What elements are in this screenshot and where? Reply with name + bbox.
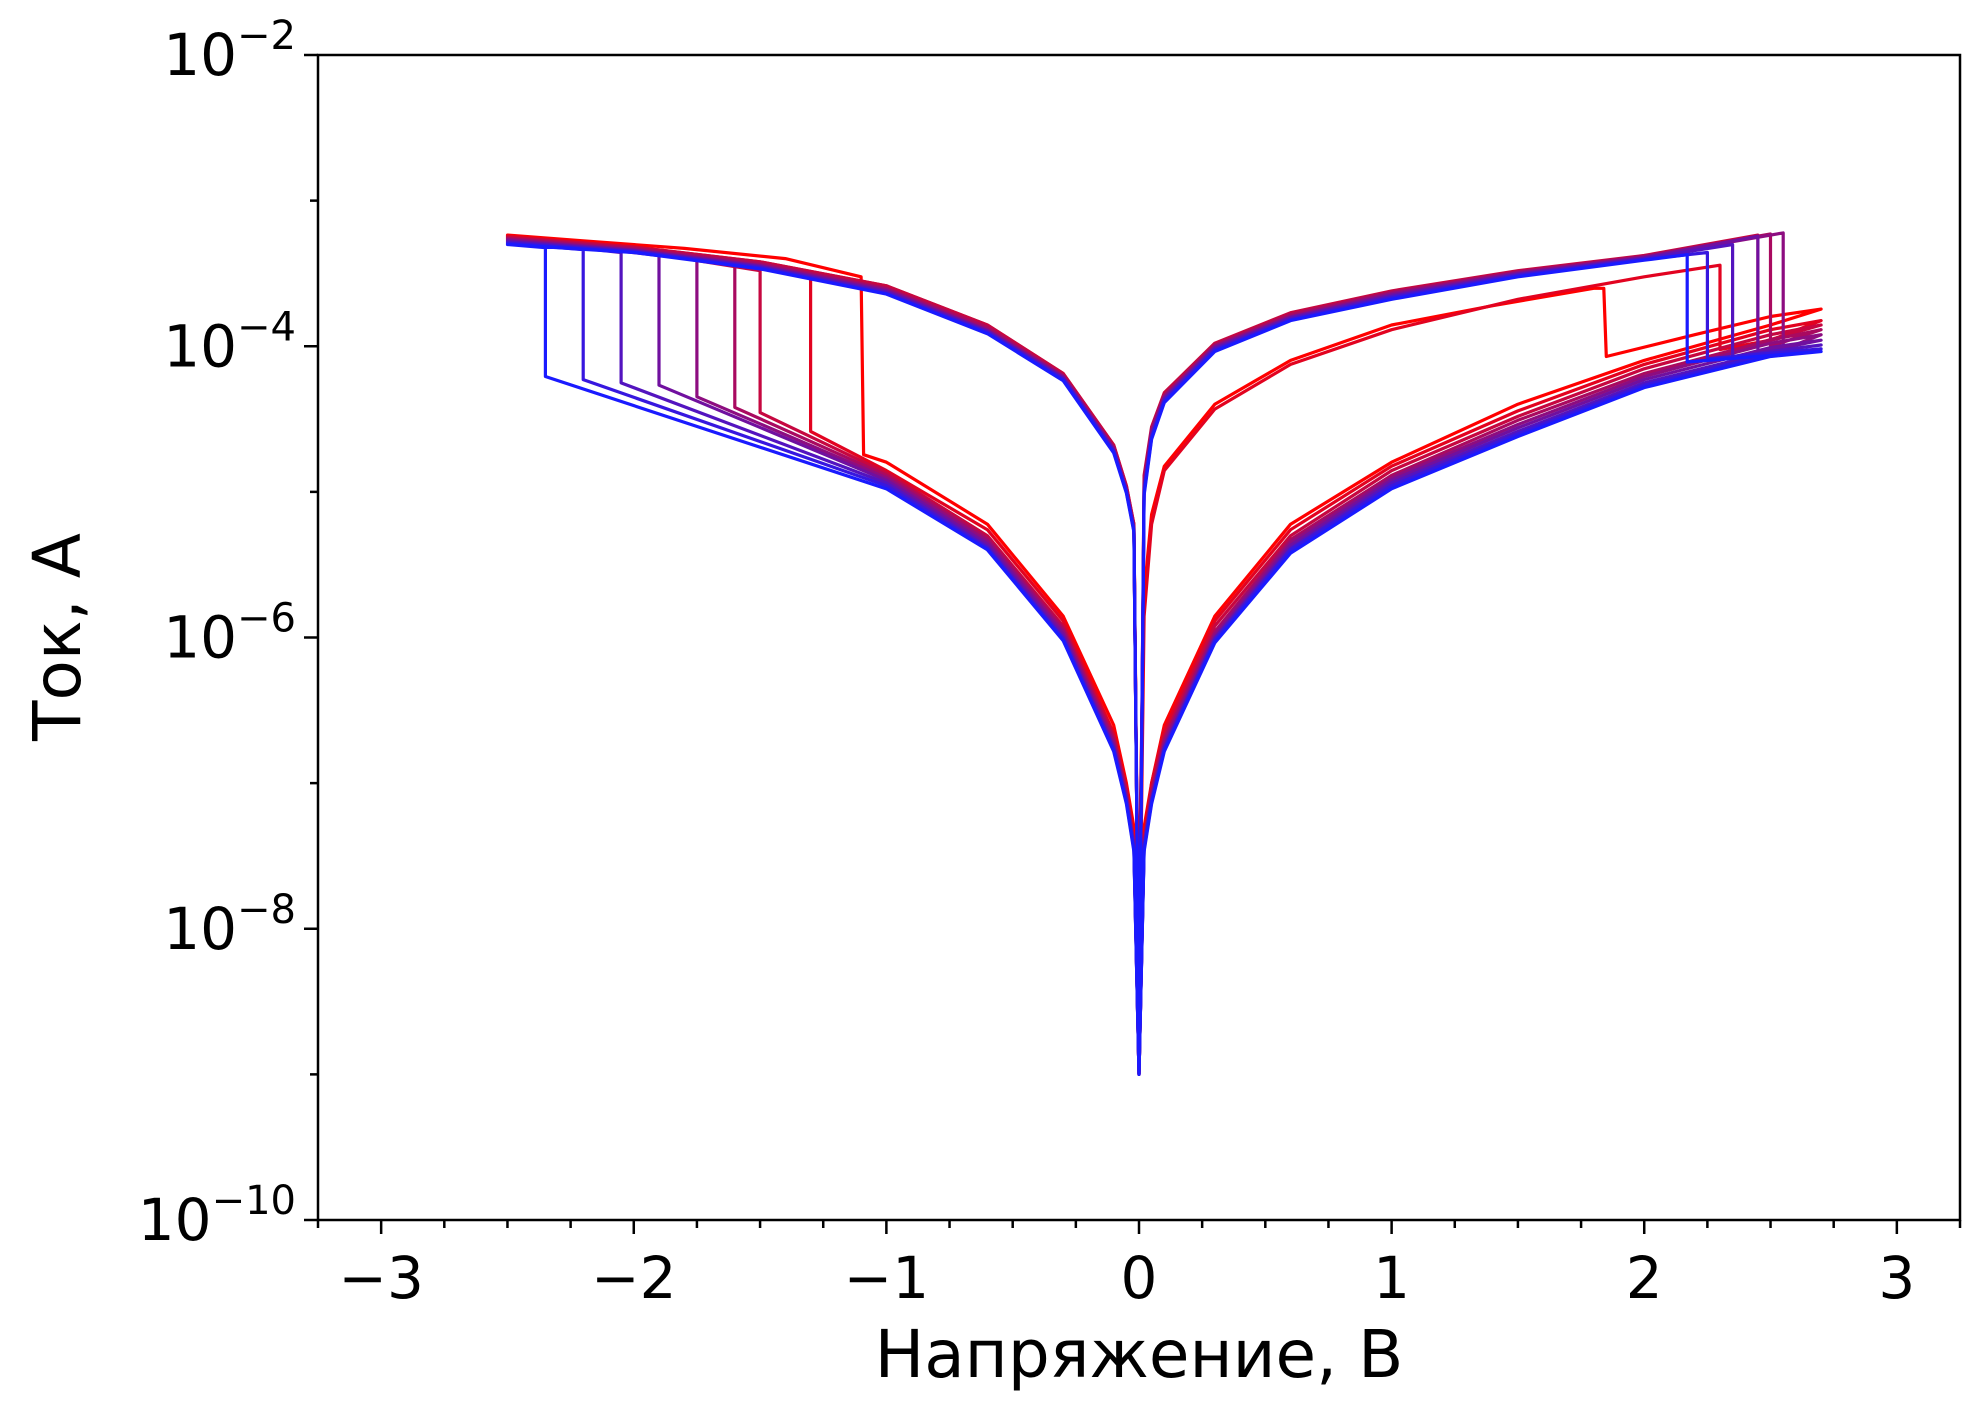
y-tick-label: 10−2: [163, 13, 296, 89]
y-tick-label: 10−8: [163, 887, 296, 963]
x-tick-label: −2: [591, 1244, 677, 1312]
y-tick-label: 10−6: [163, 596, 296, 672]
y-tick-label: 10−4: [163, 304, 296, 380]
x-axis-label: Напряжение, В: [875, 1316, 1404, 1393]
series-line-cycle-24: [505, 242, 1823, 1077]
x-tick-label: −1: [844, 1244, 930, 1312]
x-tick-label: 3: [1878, 1244, 1915, 1312]
y-axis-label: Ток, А: [19, 533, 96, 742]
tick-layer: −3 −2 −1 0 1 2 3 10−2 10−4 10−6 10−8 10−10: [138, 13, 1962, 1312]
x-tick-label: −3: [338, 1244, 424, 1312]
y-tick-label: 10−10: [138, 1178, 296, 1254]
x-tick-label: 2: [1626, 1244, 1663, 1312]
series-layer: [505, 231, 1823, 1077]
x-tick-label: 1: [1373, 1244, 1410, 1312]
x-tick-label: 0: [1121, 1244, 1158, 1312]
